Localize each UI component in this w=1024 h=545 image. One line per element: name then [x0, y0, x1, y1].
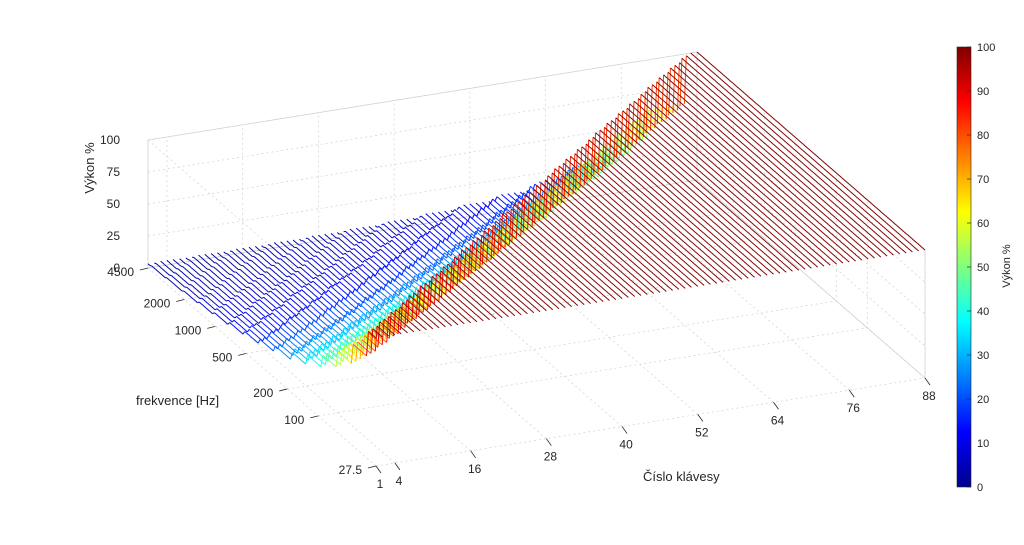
colorbar-tick-label: 0	[977, 482, 983, 494]
key-series-57	[501, 149, 730, 282]
key-series-83	[665, 64, 894, 256]
y-gridline	[318, 199, 868, 417]
key-series-81	[652, 71, 882, 258]
key-series-79	[639, 77, 869, 260]
y-gridline	[147, 52, 698, 269]
colorbar: 0 10 20 30 40 50 60 70 80 90 100 Výkon %	[956, 42, 1013, 494]
x-gridline	[620, 64, 850, 391]
key-series-5	[172, 259, 402, 358]
key-series-78	[633, 81, 863, 261]
x-tick-label: 1	[377, 477, 384, 491]
key-series-14	[229, 250, 459, 332]
colorbar-tick-label: 40	[977, 306, 989, 318]
x-tick-label: 64	[771, 413, 785, 427]
key-series-70	[583, 107, 812, 269]
colorbar-tick-label: 70	[977, 174, 989, 186]
colorbar-tick-label: 10	[977, 438, 989, 450]
x-tick-label: 76	[847, 401, 861, 415]
y-gridline	[287, 172, 837, 390]
y-tick-label: 100	[284, 413, 304, 427]
waterfall-lines	[147, 51, 926, 368]
key-series-84	[671, 62, 901, 255]
key-series-88	[696, 51, 926, 251]
colorbar-label: Výkon %	[1001, 244, 1013, 288]
key-series-26	[305, 237, 535, 314]
colorbar-tick-label: 90	[977, 86, 989, 98]
x-gridline	[318, 112, 547, 439]
z-tick-label: 0	[113, 261, 120, 275]
key-series-87	[690, 52, 920, 252]
z-axis-label: Výkon %	[82, 142, 97, 194]
x-gridline	[469, 88, 699, 415]
key-series-85	[677, 57, 907, 254]
x-tick-label: 16	[468, 462, 482, 476]
x-tick-label: 4	[396, 474, 403, 488]
key-series-40	[393, 204, 623, 299]
y-tick-label: 200	[253, 386, 273, 400]
y-tick-label: 500	[212, 350, 232, 364]
x-tick-label: 88	[922, 389, 936, 403]
colorbar-tick-label: 50	[977, 262, 989, 274]
key-series-4	[166, 260, 396, 360]
key-series-82	[658, 67, 888, 257]
colorbar-tick-label: 80	[977, 130, 989, 142]
y-tick-label: 1000	[175, 323, 202, 337]
key-series-65	[551, 122, 781, 274]
key-series-54	[482, 158, 711, 285]
y-gridline	[184, 83, 734, 300]
key-series-43	[412, 194, 642, 296]
axis-ticks: 0 25 50 75 100 27.5 100 200 500 1000 2000 4500 1 4 16 2…	[100, 133, 936, 491]
key-series-59	[513, 143, 743, 280]
key-series-86	[683, 55, 913, 253]
colorbar-tick-label: 100	[977, 42, 995, 54]
key-series-28	[318, 234, 547, 312]
y-tick-label: 4500	[107, 265, 134, 279]
colorbar-ticks: 0 10 20 30 40 50 60 70 80 90 100	[967, 42, 995, 494]
colorbar-tick-label: 60	[977, 218, 989, 230]
key-series-80	[646, 74, 875, 259]
x-tick-label: 40	[619, 438, 633, 452]
key-series-32	[343, 230, 572, 307]
y-tick-label: 2000	[144, 296, 171, 310]
z-tick-label: 75	[107, 165, 121, 179]
colorbar-tick-label: 20	[977, 394, 989, 406]
y-tick-label: 27.5	[339, 463, 363, 477]
x-gridline	[545, 76, 774, 403]
key-series-69	[576, 110, 806, 270]
y-gridline	[375, 250, 926, 467]
y-gridline	[246, 137, 796, 354]
y-axis-label: frekvence [Hz]	[136, 393, 219, 408]
x-tick-label: 52	[695, 425, 709, 439]
key-series-2	[154, 262, 383, 366]
x-tick-label: 28	[544, 450, 558, 464]
z-gridline	[147, 147, 926, 347]
key-series-77	[627, 84, 856, 262]
z-tick-label: 25	[107, 229, 121, 243]
key-series-3	[160, 260, 389, 362]
key-series-75	[614, 91, 844, 264]
z-tick-label: 50	[107, 197, 121, 211]
z-tick-label: 100	[100, 133, 120, 147]
x-gridline	[166, 136, 396, 464]
colorbar-tick-label: 30	[977, 350, 989, 362]
x-axis-label: Číslo klávesy	[643, 469, 720, 484]
key-series-1	[147, 263, 377, 368]
x-gridline	[393, 100, 623, 427]
